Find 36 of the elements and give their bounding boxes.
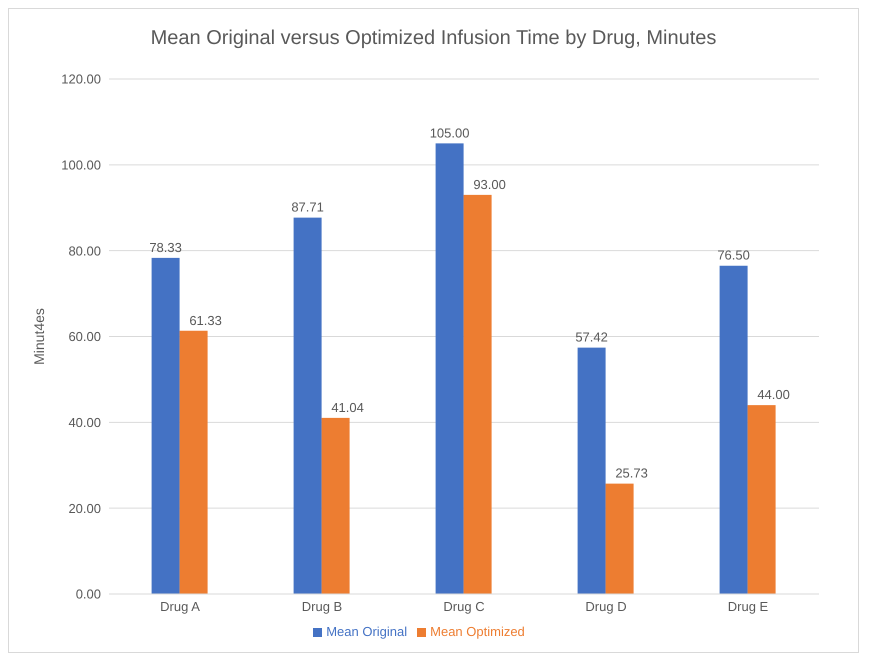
bar bbox=[180, 330, 208, 594]
legend-label: Mean Optimized bbox=[430, 624, 525, 639]
y-tick-label: 0.00 bbox=[76, 586, 101, 602]
bar bbox=[720, 266, 748, 594]
data-label: 105.00 bbox=[430, 125, 470, 140]
y-tick-label: 40.00 bbox=[68, 414, 101, 430]
y-tick-label: 100.00 bbox=[61, 157, 101, 172]
x-tick-label: Drug B bbox=[302, 599, 342, 614]
x-tick-label: Drug A bbox=[160, 599, 200, 614]
bar bbox=[152, 258, 180, 594]
data-label: 61.33 bbox=[189, 312, 222, 328]
y-tick-label: 80.00 bbox=[68, 243, 101, 258]
data-label: 57.42 bbox=[575, 330, 608, 345]
y-tick-label: 60.00 bbox=[68, 329, 101, 344]
bar bbox=[578, 348, 606, 594]
data-label: 93.00 bbox=[473, 176, 506, 192]
y-tick-label: 120.00 bbox=[61, 72, 101, 87]
bar bbox=[748, 405, 776, 594]
y-tick-label: 20.00 bbox=[68, 500, 101, 516]
y-axis-title: Minut4es bbox=[30, 308, 47, 365]
data-label: 87.71 bbox=[291, 200, 324, 215]
legend-label: Mean Original bbox=[326, 624, 408, 639]
bar bbox=[322, 418, 350, 594]
data-label: 25.73 bbox=[615, 466, 648, 481]
x-tick-label: Drug D bbox=[585, 599, 627, 614]
bar bbox=[294, 218, 322, 594]
bar bbox=[606, 484, 634, 594]
bar bbox=[436, 143, 464, 594]
chart-title: Mean Original versus Optimized Infusion Time by Drug, Minutes bbox=[150, 26, 718, 51]
x-tick-label: Drug E bbox=[728, 599, 769, 614]
x-tick-label: Drug C bbox=[443, 599, 485, 614]
bar bbox=[464, 194, 492, 594]
data-label: 41.04 bbox=[331, 400, 364, 415]
data-label: 76.50 bbox=[717, 248, 750, 263]
data-label: 44.00 bbox=[757, 387, 790, 402]
data-label: 78.33 bbox=[149, 240, 182, 255]
